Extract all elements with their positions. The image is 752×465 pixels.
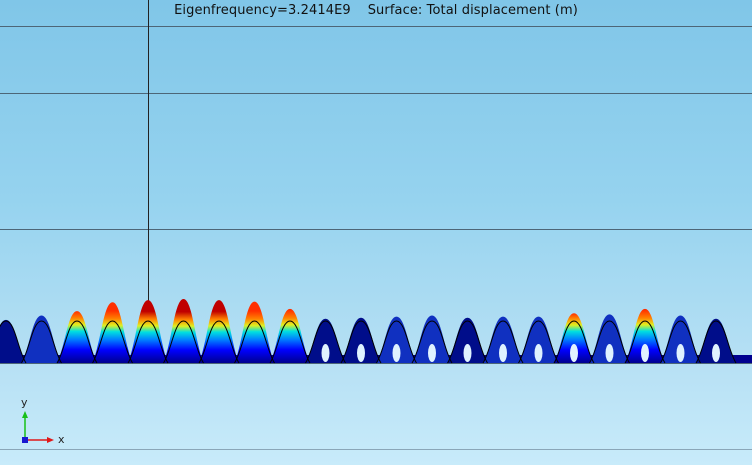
undeformed-tooth-outline bbox=[553, 320, 595, 364]
tooth-hole bbox=[641, 344, 649, 362]
structure-tooth bbox=[518, 316, 559, 363]
structure-tooth bbox=[376, 316, 417, 363]
structure-tooth bbox=[696, 318, 736, 363]
undeformed-tooth-outline bbox=[21, 320, 62, 364]
structure-tooth bbox=[92, 302, 133, 363]
grid-line bbox=[0, 363, 752, 364]
undeformed-tooth-outline bbox=[411, 320, 453, 364]
structure-tooth bbox=[554, 313, 594, 363]
plot-title: Eigenfrequency=3.2414E9 Surface: Total d… bbox=[174, 3, 578, 18]
undeformed-tooth-outline bbox=[92, 320, 133, 364]
undeformed-tooth-outline bbox=[695, 320, 737, 364]
undeformed-tooth-outline bbox=[163, 320, 204, 364]
tooth-hole bbox=[499, 344, 507, 362]
structure-tooth bbox=[21, 315, 62, 363]
undeformed-tooth-outline bbox=[589, 320, 630, 364]
undeformed-tooth-outline bbox=[660, 320, 701, 364]
structure-tooth bbox=[163, 299, 204, 363]
undeformed-tooth-outline bbox=[376, 320, 417, 364]
undeformed-tooth-outline bbox=[518, 320, 559, 364]
structure-tooth bbox=[589, 314, 630, 363]
y-axis-arrowhead bbox=[22, 411, 28, 418]
grid-line bbox=[0, 229, 752, 230]
x-axis-arrowhead bbox=[47, 437, 54, 443]
undeformed-tooth-outline bbox=[624, 320, 666, 364]
structure-teeth bbox=[0, 299, 752, 363]
structure-tooth bbox=[199, 300, 239, 363]
structure-tooth bbox=[625, 308, 665, 363]
x-axis-label: x bbox=[58, 433, 65, 446]
undeformed-tooth-outline bbox=[0, 320, 27, 364]
undeformed-tooth-outline bbox=[447, 320, 488, 364]
tooth-hole bbox=[463, 344, 472, 362]
z-axis-marker bbox=[22, 437, 28, 443]
structure-tooth bbox=[128, 300, 168, 363]
undeformed-tooth-outline bbox=[269, 320, 311, 364]
undeformed-tooth-outline bbox=[482, 320, 524, 364]
undeformed-tooth-outline bbox=[234, 320, 275, 364]
tooth-hole bbox=[605, 344, 614, 362]
axis-triad bbox=[22, 411, 54, 443]
grid-line bbox=[0, 93, 752, 94]
grid-line bbox=[0, 449, 752, 450]
structure-tooth bbox=[57, 311, 97, 363]
structure-tooth bbox=[447, 317, 488, 363]
structure-tooth bbox=[305, 318, 346, 363]
y-axis-label: y bbox=[21, 396, 28, 409]
structure-tooth bbox=[234, 301, 275, 363]
structure-tooth bbox=[341, 317, 381, 363]
grid-line bbox=[0, 26, 752, 27]
undeformed-tooth-outline bbox=[305, 320, 346, 364]
undeformed-tooth-outline bbox=[56, 320, 98, 364]
grid-line-vertical bbox=[148, 0, 149, 363]
tooth-hole bbox=[392, 344, 401, 362]
tooth-hole bbox=[534, 344, 543, 362]
structure-tooth bbox=[412, 315, 452, 363]
structure-tooth bbox=[660, 315, 701, 363]
tooth-hole bbox=[357, 344, 365, 362]
structure-tooth bbox=[0, 319, 26, 363]
structure-tooth bbox=[270, 308, 310, 363]
tooth-hole bbox=[676, 344, 685, 362]
undeformed-tooth-outline bbox=[340, 320, 382, 364]
tooth-hole bbox=[712, 344, 720, 362]
undeformed-tooth-outline bbox=[198, 320, 240, 364]
tooth-hole bbox=[428, 344, 436, 362]
undeformed-outline bbox=[0, 320, 737, 364]
structure-tooth bbox=[483, 316, 523, 363]
tooth-hole bbox=[321, 344, 330, 362]
undeformed-tooth-outline bbox=[127, 320, 169, 364]
tooth-hole bbox=[570, 344, 578, 362]
